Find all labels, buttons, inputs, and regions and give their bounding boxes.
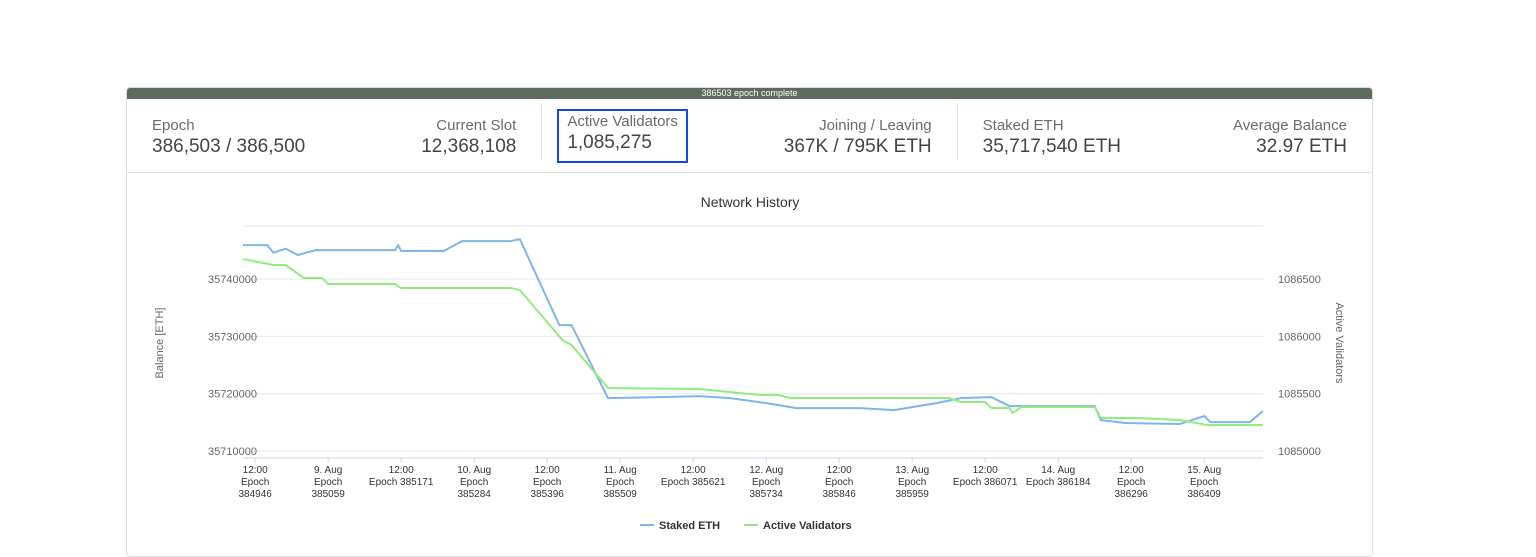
chart-title: Network History [701, 194, 800, 210]
stat-group-balance: Staked ETH 35,717,540 ETH Average Balance… [958, 103, 1372, 160]
stat-label: Active Validators [567, 113, 678, 130]
stat-label: Staked ETH [982, 117, 1064, 134]
x-tick-label: 14. Aug Epoch 386184 [1026, 465, 1091, 488]
x-tick-label: 12:00 Epoch 385171 [369, 465, 434, 488]
y-tick-label: 35710000 [208, 446, 257, 458]
x-tick-label: 12:00 Epoch 384946 [238, 465, 272, 500]
x-tick-label: 12:00 Epoch 385396 [530, 465, 564, 500]
x-tick-label: 12:00 Epoch 385621 [661, 465, 726, 488]
legend-item-active-validators[interactable]: Active Validators [744, 520, 852, 532]
stat-joining-leaving: Joining / Leaving 367K / 795K ETH [784, 117, 932, 160]
stat-value: 1,085,275 [567, 132, 652, 153]
x-tick-label: 15. Aug Epoch 386409 [1187, 465, 1221, 500]
legend-label: Staked ETH [659, 520, 720, 532]
x-tick-label: 12:00 Epoch 385846 [822, 465, 856, 500]
stat-current-slot: Current Slot 12,368,108 [421, 117, 516, 160]
stat-value: 367K / 795K ETH [783, 136, 932, 157]
x-tick-label: 12:00 Epoch 386071 [953, 465, 1018, 488]
stat-active-validators[interactable]: Active Validators 1,085,275 [557, 109, 688, 163]
y-tick-label: 35740000 [208, 274, 257, 286]
stat-label: Average Balance [1233, 117, 1347, 134]
y-tick-label: 35720000 [208, 389, 257, 401]
stat-label: Epoch [152, 117, 195, 134]
stat-value: 12,368,108 [421, 136, 517, 157]
stat-value: 32.97 ETH [1256, 136, 1347, 157]
stat-epoch: Epoch 386,503 / 386,500 [152, 117, 305, 160]
series-line-active-validators [242, 258, 1263, 426]
y2-tick-label: 1085500 [1278, 389, 1321, 401]
legend: Staked ETH Active Validators [640, 520, 852, 532]
legend-label: Active Validators [763, 520, 852, 532]
stat-label: Joining / Leaving [819, 117, 932, 134]
y-tick-label: 35730000 [208, 331, 257, 343]
stat-staked-eth: Staked ETH 35,717,540 ETH [983, 117, 1121, 160]
y2-tick-label: 1086500 [1278, 274, 1321, 286]
stat-label: Current Slot [436, 117, 517, 134]
stats-row: Epoch 386,503 / 386,500 Current Slot 12,36… [127, 99, 1372, 173]
stat-value: 386,503 / 386,500 [152, 136, 306, 157]
network-card: 386503 epoch complete Epoch 386,503 / 386… [126, 87, 1373, 557]
x-tick-label: 13. Aug Epoch 385959 [895, 465, 929, 500]
x-tick-label: 9. Aug Epoch 385059 [311, 465, 345, 500]
stat-group-validators: Active Validators 1,085,275 Joining / Lea… [542, 103, 958, 163]
stat-group-epoch: Epoch 386,503 / 386,500 Current Slot 12,36… [127, 103, 543, 160]
y-axis-label: Balance [ETH] [154, 308, 166, 379]
y2-axis-label: Active Validators [1333, 302, 1345, 384]
legend-item-staked-eth[interactable]: Staked ETH [640, 520, 720, 532]
stat-value: 35,717,540 ETH [982, 136, 1122, 157]
x-tick-label: 11. Aug Epoch 385509 [603, 465, 637, 500]
y2-tick-label: 1086000 [1278, 331, 1321, 343]
stat-average-balance: Average Balance 32.97 ETH [1233, 117, 1347, 160]
epoch-progress-bar: 386503 epoch complete [127, 88, 1372, 99]
x-tick-label: 12. Aug Epoch 385734 [749, 465, 783, 500]
series-line-staked-eth [243, 237, 1264, 426]
y2-tick-label: 1085000 [1278, 446, 1321, 458]
x-tick-label: 10. Aug Epoch 385284 [457, 465, 491, 500]
x-tick-label: 12:00 Epoch 386296 [1115, 465, 1149, 500]
progress-label: 386503 epoch complete [701, 88, 798, 98]
